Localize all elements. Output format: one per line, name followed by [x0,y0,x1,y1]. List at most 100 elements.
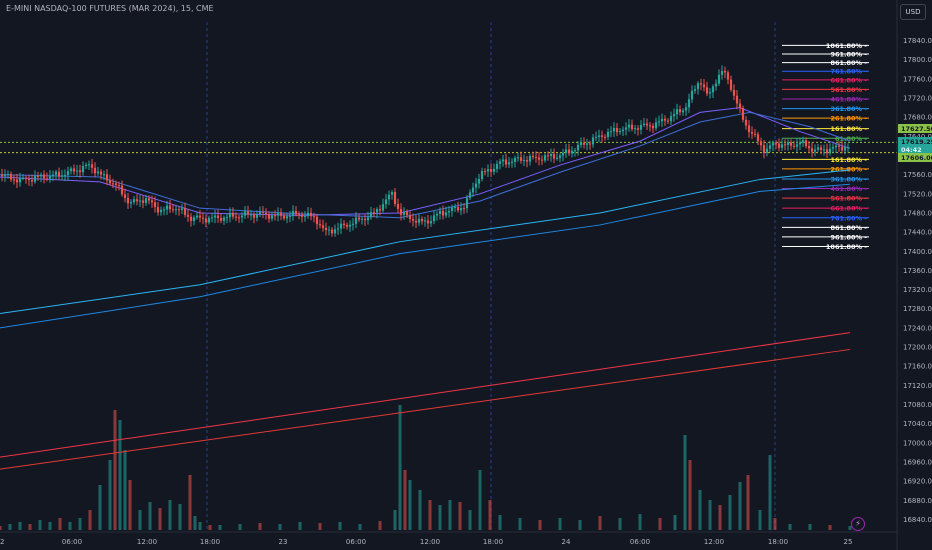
candle-body [252,214,256,218]
price-label-text: 17627.50 [901,125,932,133]
candle-body [621,129,625,132]
flash-icon[interactable]: ⚡ [851,517,865,531]
price-tick-label: 17400.00 [903,248,932,256]
candle-body [285,216,289,219]
candle-body [102,174,106,176]
price-tick-label: 17760.00 [903,75,932,83]
candle-body [213,215,217,218]
candle-body [588,143,592,145]
candle-body [723,70,727,73]
moving-average-line-0 [0,107,851,216]
candle-body [66,171,70,175]
candle-body [681,110,685,113]
candle-body [387,194,391,200]
volume-bar [28,524,32,530]
candle-body [684,107,688,111]
candle-body [324,227,328,230]
candle-body [222,217,226,221]
candle-body [564,149,568,153]
candle-body [837,145,841,147]
time-tick-label: 25 [844,538,853,546]
candle-body [720,70,724,75]
time-tick-label: 12:00 [137,538,157,546]
candle-body [792,145,796,147]
candle-body [606,131,610,137]
volume-bar [168,500,172,530]
candle-body [744,119,748,126]
volume-bar [68,522,72,530]
volume-bar [8,524,12,530]
currency-button[interactable]: USD [900,4,926,20]
volume-bar [683,435,687,530]
candle-body [717,74,721,84]
candle-body [132,199,136,203]
candle-body [396,203,400,209]
volume-bar [218,525,222,530]
candle-body [48,175,52,179]
candle-body [111,183,115,185]
candle-body [366,217,370,221]
candle-body [402,211,406,215]
candle-body [666,120,670,122]
volume-bar [278,524,282,530]
price-tick-label: 17640.00 [903,133,932,141]
candle-body [507,162,511,165]
volume-bar [718,505,722,530]
candle-body [240,215,244,218]
candle-body [15,179,19,183]
fib-level-label: 161.80% - [830,156,867,164]
candle-body [216,215,220,218]
candle-body [774,143,778,145]
candle-body [801,140,805,143]
volume-bar [758,510,762,530]
volume-bar [688,460,692,530]
candle-body [63,174,67,176]
volume-bar [828,525,832,530]
price-tick-label: 17200.00 [903,344,932,352]
candle-body [678,109,682,113]
candle-body [468,192,472,198]
volume-bar [148,502,152,530]
price-tick-label: 17240.00 [903,324,932,332]
fib-level-label: 961.80% - [830,50,867,58]
candle-body [315,216,319,225]
candle-body [525,160,529,162]
candle-body [582,142,586,145]
candle-body [765,148,769,153]
candle-body [357,217,361,220]
price-tick-label: 16840.00 [903,516,932,524]
candle-body [756,134,760,142]
candle-body [117,185,121,187]
candle-body [846,147,850,149]
candle-body [261,211,265,213]
candle-body [204,218,208,223]
price-tick-label: 17320.00 [903,286,932,294]
candle-body [423,220,427,222]
volume-bar [578,520,582,530]
volume-bar [808,524,812,530]
candle-body [663,118,667,121]
candle-body [726,72,730,80]
price-tick-label: 16920.00 [903,478,932,486]
price-label-box [898,124,932,133]
volume-bar [738,482,742,530]
fib-level-label: 261.80% - [830,165,867,173]
candle-body [789,142,793,146]
candle-body [129,202,133,204]
price-tick-label: 17280.00 [903,305,932,313]
candle-body [786,142,790,145]
symbol-title: E-MINI NASDAQ-100 FUTURES (MAR 2024), 15… [6,4,214,13]
candle-body [708,92,712,94]
candle-body [318,224,322,226]
candle-body [51,174,55,176]
price-tick-label: 17440.00 [903,229,932,237]
candle-body [549,154,553,156]
volume-bar [48,522,52,530]
volume-bar [698,490,702,530]
candle-body [393,192,397,204]
price-label-box [898,137,932,146]
candle-body [522,160,526,162]
price-tick-label: 17000.00 [903,439,932,447]
volume-bar [468,510,472,530]
